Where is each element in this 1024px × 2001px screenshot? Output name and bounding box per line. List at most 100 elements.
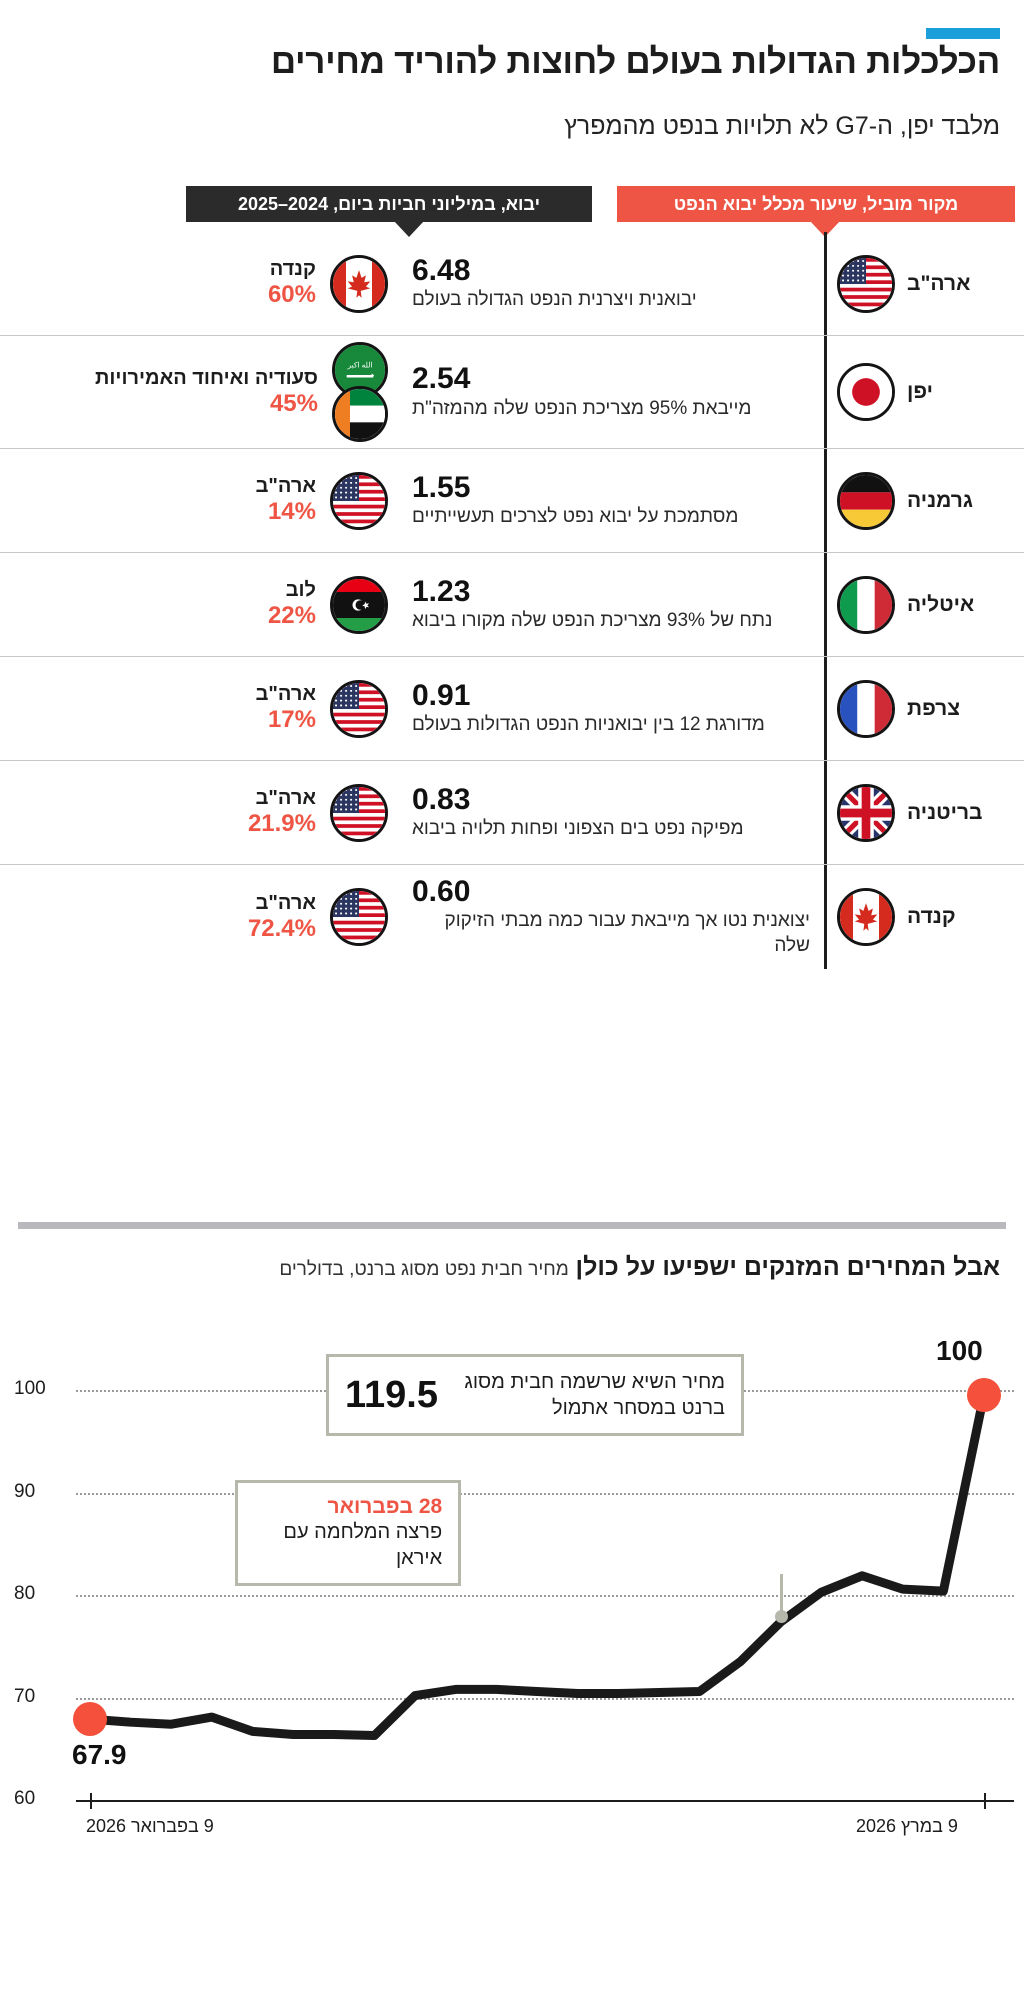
source-cell: ארה"ב 17% [0,657,398,760]
banner-source-pointer [810,221,840,237]
imports-description: מפיקה נפט בים הצפוני ופחות תלויה ביבוא [412,818,744,840]
source-text: לוב 22% [268,578,316,631]
source-cell: ארה"ב 14% [0,449,398,552]
country-cell: גרמניה [824,449,1024,552]
banner-source-label: מקור מוביל, שיעור מכלל יבוא הנפט [673,194,959,214]
country-name: איטליה [907,592,975,616]
callout-leader-line [779,1573,783,1616]
imports-description: יצואנית נטו אך מייבאת עבור כמה מבתי הזיק… [444,910,811,956]
callout-leader-dot [774,1609,788,1623]
imports-value: 6.48 [412,253,471,287]
imports-description: נתח של 93% מצריכת הנפט שלה מקורו ביבוא [412,610,773,632]
flag-icon-de [837,471,895,530]
flag-stack-sa-ae: الله اكبر [332,342,388,442]
gridline [76,1697,1014,1700]
country-table: ארה"ב 6.48 יבואנית ויצרנית הנפט הגדולה ב… [0,232,1024,969]
table-row: צרפת 0.91 מדורגת 12 בין יבואניות הנפט הג… [0,657,1024,761]
flag-icon-us [330,471,388,530]
country-name: יפן [907,380,933,403]
imports-value: 1.55 [412,470,471,504]
country-cell: ארה"ב [824,232,1024,335]
banner-imports-label: יבוא, במיליוני חביות ביום, 2024–2025 [237,194,541,214]
page-subtitle: מלבד יפן, ה-G7 לא תלויות בנפט מהמפרץ [564,112,1000,140]
flag-icon-us [837,254,895,313]
callout-peak-price: מחיר השיא שרשמה חבית מסוג ברנט במסחר אתמ… [326,1354,744,1437]
flag-icon-ca [330,254,388,313]
flag-icon-us [330,888,388,946]
callout-peak-value: 119.5 [345,1374,438,1417]
source-name: ארה"ב [255,475,316,498]
table-row: בריטניה 0.83 מפיקה נפט בים הצפוני ופחות … [0,761,1024,865]
source-cell: ארה"ב 21.9% [0,761,398,864]
source-text: ארה"ב 14% [256,474,316,527]
brent-price-chart: 60 70 80 90 100 9 בפברואר 2026 9 במרץ 2026 67.9… [0,1330,1024,1950]
source-text: ארה"ב 72.4% [248,891,316,944]
source-percent: 21.9% [247,810,316,838]
table-row: יפן 2.54 מייבאת 95% מצריכת הנפט שלה מהמז… [0,336,1024,449]
imports-value: 2.54 [412,362,471,396]
imports-cell: 2.54 מייבאת 95% מצריכת הנפט שלה מהמזה"ת [398,336,824,448]
y-axis-tick-label: 90 [14,1480,36,1502]
flag-icon-ly [330,575,388,634]
imports-value: 1.23 [412,574,471,608]
chart-heading: אבל המחירים המזנקים ישפיעו על כולן מחיר … [24,1253,1000,1282]
callout-war-text: פרצה המלחמה עם איראן [283,1520,443,1569]
source-cell: الله اكبر סעודיה ואיחוד האמירויות 45% [0,336,398,448]
callout-war-start: 28 בפברואר פרצה המלחמה עם איראן [235,1479,462,1586]
table-row: ארה"ב 6.48 יבואנית ויצרנית הנפט הגדולה ב… [0,232,1024,336]
imports-cell: 0.91 מדורגת 12 בין יבואניות הנפט הגדולות… [398,657,824,760]
endpoint-marker [967,1377,1001,1412]
imports-description: מדורגת 12 בין יבואניות הנפט הגדולות בעול… [412,714,765,736]
source-text: ארה"ב 21.9% [248,786,316,839]
imports-value: 0.91 [412,678,471,712]
country-name: קנדה [907,905,956,928]
y-axis-tick-label: 100 [14,1378,46,1400]
section-divider [18,1222,1006,1229]
endpoint-marker [73,1702,107,1737]
country-cell: איטליה [824,553,1024,656]
country-cell: יפן [824,336,1024,448]
imports-cell: 1.55 מסתמכת על יבוא נפט לצרכים תעשייתיים [398,449,824,552]
table-row: גרמניה 1.55 מסתמכת על יבוא נפט לצרכים תע… [0,449,1024,553]
imports-description: יבואנית ויצרנית הנפט הגדולה בעולם [412,289,697,311]
x-axis-tick-label: 9 במרץ 2026 [856,1816,958,1836]
gridline [76,1595,1014,1598]
table-row: איטליה 1.23 נתח של 93% מצריכת הנפט שלה מ… [0,553,1024,657]
country-cell: בריטניה [824,761,1024,864]
imports-value: 0.60 [412,874,471,908]
imports-cell: 6.48 יבואנית ויצרנית הנפט הגדולה בעולם [398,232,824,335]
flag-icon-us [330,783,388,842]
source-name: סעודיה ואיחוד האמירויות [95,366,318,389]
source-name: לוב [285,579,316,602]
flag-icon-it [837,575,895,634]
country-name: גרמניה [907,488,973,512]
source-name: ארה"ב [255,787,316,810]
flag-icon-us [330,679,388,738]
country-cell: צרפת [824,657,1024,760]
source-text: סעודיה ואיחוד האמירויות 45% [95,366,318,419]
imports-description: מייבאת 95% מצריכת הנפט שלה מהמזה"ת [412,397,752,419]
banner-imports-pointer [394,221,424,237]
source-name: ארה"ב [255,891,316,914]
source-text: קנדה 60% [268,257,316,310]
page-title: הכלכלות הגדולות בעולם לחוצות להוריד מחיר… [270,42,1000,81]
imports-cell: 0.83 מפיקה נפט בים הצפוני ופחות תלויה בי… [398,761,824,864]
imports-description: מסתמכת על יבוא נפט לצרכים תעשייתיים [412,506,739,528]
endpoint-value-label: 100 [936,1334,983,1366]
callout-war-date: 28 בפברואר [327,1494,443,1518]
country-cell: קנדה [824,865,1024,969]
price-line [85,1390,989,1740]
source-percent: 17% [267,706,316,734]
source-percent: 22% [267,602,316,630]
flag-icon-jp [837,363,895,421]
country-name: ארה"ב [907,271,971,295]
callout-peak-text: מחיר השיא שרשמה חבית מסוג ברנט במסחר אתמ… [464,1371,725,1420]
x-axis-line [76,1800,1014,1802]
endpoint-value-label: 67.9 [72,1739,127,1771]
banner-source: מקור מוביל, שיעור מכלל יבוא הנפט [617,186,1015,237]
chart-heading-bold: אבל המחירים המזנקים ישפיעו על כולן [575,1253,1000,1281]
country-name: בריטניה [907,800,983,824]
source-percent: 14% [267,498,316,526]
table-row: קנדה 0.60 יצואנית נטו אך מייבאת עבור כמה… [0,865,1024,969]
y-axis-tick-label: 80 [14,1583,36,1605]
